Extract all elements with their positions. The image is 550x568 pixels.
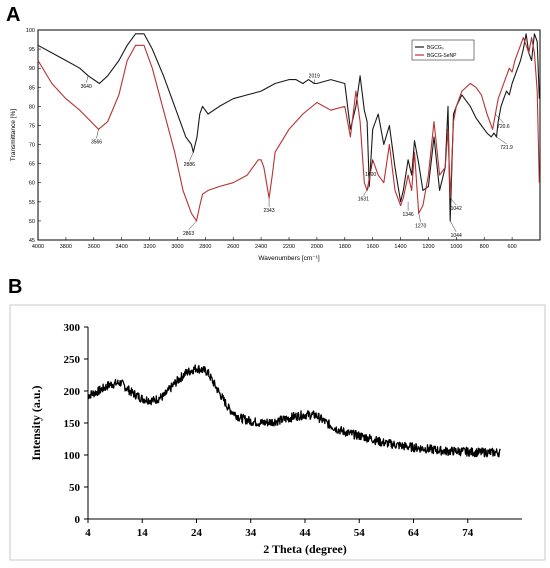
y-tick-label: 90 (29, 66, 35, 72)
y-tick-label: 60 (29, 181, 35, 187)
annotation-leader (188, 220, 197, 231)
peak-label: 1631 (358, 197, 369, 203)
annotation-leader (450, 197, 457, 206)
peak-label: 1270 (415, 223, 426, 229)
x-tick-label: 4 (85, 527, 91, 539)
annotation-leader (189, 152, 194, 162)
y-tick-label: 55 (29, 200, 35, 206)
y-axis-label: Transmittance [%] (10, 109, 17, 161)
y-tick-label: 50 (69, 482, 81, 494)
x-tick-label: 54 (354, 527, 366, 539)
peak-label: 2863 (183, 231, 194, 237)
panel-b-label: B (8, 276, 23, 298)
peak-label: 1600 (365, 172, 376, 178)
x-tick-label: 14 (137, 527, 149, 539)
xrd-series-line (87, 364, 501, 458)
y-tick-label: 85 (29, 85, 35, 91)
legend-box (411, 39, 475, 61)
x-tick-label: 1400 (394, 244, 406, 250)
y-tick-label: 0 (75, 514, 81, 526)
x-tick-label: 3400 (116, 244, 128, 250)
series-line-1 (37, 33, 540, 222)
x-tick-label: 3800 (60, 244, 72, 250)
y-tick-label: 250 (64, 354, 81, 366)
peak-label: 3566 (91, 139, 102, 145)
annotation-leader (363, 186, 370, 196)
x-axis-label: Wavenumbers [cm⁻¹] (258, 255, 320, 262)
peak-label: 1042 (451, 206, 462, 212)
x-tick-label: 3600 (88, 244, 100, 250)
annotation-leader (86, 75, 89, 83)
x-tick-label: 2800 (199, 244, 211, 250)
y-tick-label: 200 (64, 386, 81, 398)
annotation-leader (370, 159, 373, 171)
x-tick-label: 2400 (255, 244, 267, 250)
annotation-leader (418, 213, 421, 223)
x-tick-label: 1600 (367, 244, 379, 250)
x-tick-label: 44 (300, 527, 312, 539)
x-tick-label: 24 (191, 527, 203, 539)
peak-label: 2019 (309, 73, 320, 79)
peak-label: 2886 (184, 162, 195, 168)
y-tick-label: 80 (29, 104, 35, 110)
y-tick-label: 70 (29, 143, 35, 149)
annotation-leader (450, 220, 457, 233)
ftir-chart: 45 50 55 60 65 70 75 80 85 90 95 100 4000 3800 3600 340… (10, 28, 541, 262)
peak-label: 1044 (451, 233, 462, 239)
x-tick-label: 4000 (32, 244, 44, 250)
y-tick-label: 75 (29, 123, 35, 129)
plot-frame (37, 29, 541, 241)
x-tick-label: 74 (462, 527, 474, 539)
panel-b-frame (9, 304, 546, 561)
x-tick-label: 1800 (339, 244, 351, 250)
y-tick-label: 100 (64, 450, 81, 462)
peak-label: 2343 (263, 208, 274, 214)
legend-entry: BGCG-SeNP (427, 53, 457, 59)
peak-label: 3640 (81, 84, 92, 90)
y-axis-label: Intensity (a.u.) (29, 385, 43, 460)
peak-label: 721.9 (500, 145, 513, 151)
peak-label: 720.6 (497, 124, 510, 130)
annotation-leader (496, 136, 507, 145)
legend-entry: BGCG₀ (427, 45, 444, 51)
y-tick-label: 300 (64, 322, 81, 334)
y-tick-label: 65 (29, 162, 35, 168)
annotation-leader (96, 129, 99, 139)
x-tick-label: 1000 (450, 244, 462, 250)
y-tick-label: 45 (29, 238, 35, 244)
x-tick-label: 600 (508, 244, 517, 250)
y-tick-label: 100 (26, 28, 35, 34)
y-tick-label: 95 (29, 47, 35, 53)
x-tick-label: 34 (245, 527, 257, 539)
peak-label: 1346 (403, 212, 414, 218)
x-tick-label: 3000 (171, 244, 183, 250)
annotation-leader (495, 113, 504, 124)
x-tick-label: 800 (480, 244, 489, 250)
x-tick-label: 2600 (227, 244, 239, 250)
x-axis-label: 2 Theta (degree) (263, 542, 347, 556)
y-tick-label: 150 (64, 418, 81, 430)
series-line-2 (37, 37, 540, 222)
y-tick-label: 50 (29, 219, 35, 225)
x-tick-label: 64 (408, 527, 420, 539)
x-tick-label: 1200 (422, 244, 434, 250)
x-tick-label: 2200 (283, 244, 295, 250)
x-tick-label: 3200 (143, 244, 155, 250)
x-tick-label: 2000 (311, 244, 323, 250)
panel-a-label: A (6, 4, 21, 26)
